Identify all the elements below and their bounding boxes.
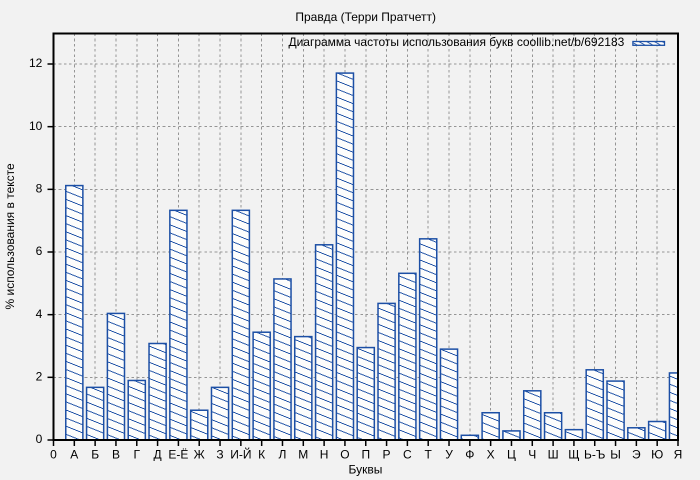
svg-text:2: 2 [36,370,43,384]
svg-text:Г: Г [134,447,141,461]
svg-text:12: 12 [29,56,43,70]
svg-text:Х: Х [487,447,495,461]
svg-text:Ж: Ж [194,447,205,461]
svg-text:З: З [216,447,223,461]
svg-text:6: 6 [36,244,43,258]
svg-text:Э: Э [632,447,641,461]
svg-text:Ь-Ъ: Ь-Ъ [584,447,605,461]
svg-text:С: С [403,447,412,461]
svg-text:О: О [340,447,349,461]
svg-text:А: А [70,447,78,461]
svg-text:Ш: Ш [548,447,559,461]
svg-text:Л: Л [279,447,287,461]
svg-text:И-Й: И-Й [230,446,251,461]
svg-text:10: 10 [29,119,43,133]
svg-text:Ч: Ч [528,447,536,461]
svg-text:Щ: Щ [568,447,579,461]
svg-text:4: 4 [36,307,43,321]
svg-text:0: 0 [36,432,43,446]
svg-text:8: 8 [36,182,43,196]
svg-text:В: В [112,447,120,461]
svg-text:Н: Н [320,447,329,461]
svg-text:Ю: Ю [651,447,663,461]
svg-text:Р: Р [383,447,391,461]
svg-text:П: П [361,447,370,461]
svg-text:Т: Т [425,447,433,461]
svg-text:Ы: Ы [610,447,621,461]
svg-text:Б: Б [91,447,99,461]
svg-text:% использования в тексте: % использования в тексте [3,163,17,309]
svg-text:К: К [258,447,265,461]
svg-text:Е-Ё: Е-Ё [168,447,188,461]
svg-text:Правда (Терри Пратчетт): Правда (Терри Пратчетт) [295,10,436,24]
svg-text:Буквы: Буквы [348,463,382,477]
svg-text:Ф: Ф [465,447,474,461]
svg-text:Д: Д [154,447,162,461]
svg-text:Ц: Ц [507,447,516,461]
svg-text:М: М [298,447,308,461]
svg-text:У: У [445,447,453,461]
svg-text:Диаграмма частоты использовани: Диаграмма частоты использования букв coo… [288,35,624,49]
svg-text:Я: Я [674,447,683,461]
svg-text:0: 0 [50,447,57,461]
